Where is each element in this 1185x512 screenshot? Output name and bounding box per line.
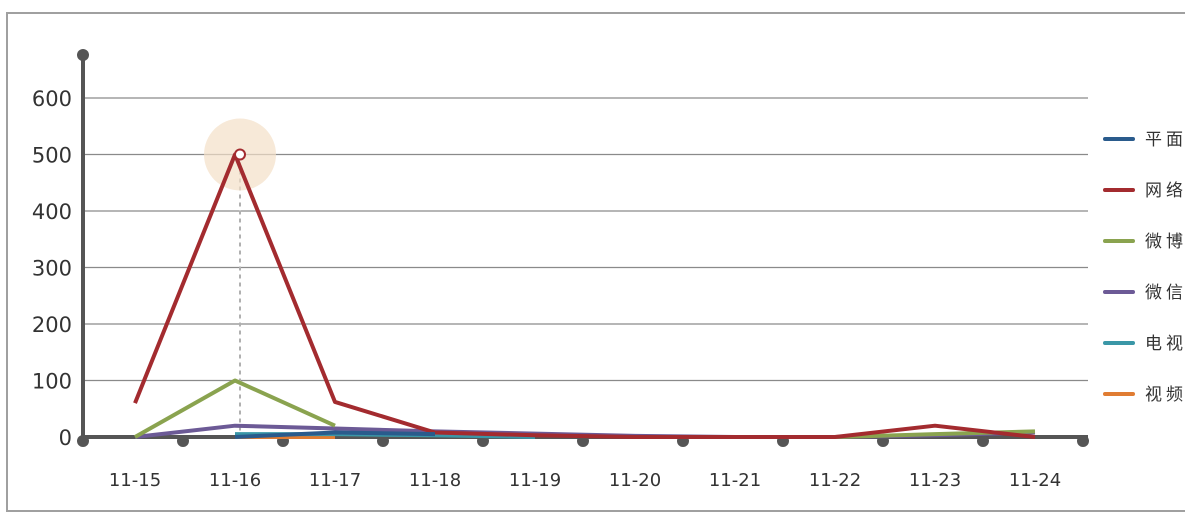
x-axis-tick-dot (977, 435, 989, 447)
legend-label: 平面 (1145, 130, 1185, 150)
x-tick-label: 11-15 (109, 470, 161, 491)
x-tick-label: 11-18 (409, 470, 461, 491)
y-tick-label: 200 (32, 313, 72, 337)
x-tick-label: 11-17 (309, 470, 361, 491)
y-tick-label: 0 (59, 426, 72, 450)
highlight-point (234, 148, 246, 161)
legend-label: 网络 (1145, 181, 1185, 201)
x-tick-label: 11-16 (209, 470, 261, 491)
legend-label: 电视 (1145, 334, 1185, 354)
series-line-2 (133, 152, 1036, 439)
legend-label: 视频 (1145, 385, 1185, 405)
legend-label: 微博 (1145, 232, 1185, 252)
y-axis-end-dot (77, 49, 89, 61)
x-axis-tick-dot (177, 435, 189, 447)
y-tick-label: 400 (32, 200, 72, 224)
x-axis-tick-dot (377, 435, 389, 447)
x-tick-label: 11-24 (1009, 470, 1061, 491)
y-tick-label: 100 (32, 370, 72, 394)
x-axis-tick-dot (77, 435, 89, 447)
x-tick-label: 11-19 (509, 470, 561, 491)
x-tick-label: 11-23 (909, 470, 961, 491)
y-tick-label: 300 (32, 257, 72, 281)
x-tick-label: 11-20 (609, 470, 661, 491)
x-tick-label: 11-21 (709, 470, 761, 491)
y-tick-label: 600 (32, 87, 72, 111)
y-tick-label: 500 (32, 144, 72, 168)
series-line-1 (234, 430, 436, 439)
legend-label: 微信 (1145, 283, 1185, 303)
x-axis-tick-dot (1077, 435, 1089, 447)
x-tick-label: 11-22 (809, 470, 861, 491)
